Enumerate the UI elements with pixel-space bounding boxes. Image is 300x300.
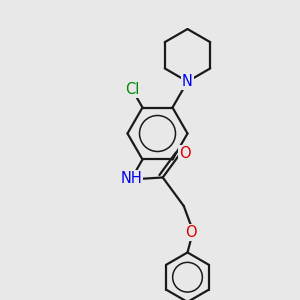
Text: N: N bbox=[182, 74, 193, 89]
Text: NH: NH bbox=[120, 172, 142, 187]
Text: O: O bbox=[185, 225, 197, 240]
Text: O: O bbox=[179, 146, 190, 161]
Text: Cl: Cl bbox=[125, 82, 139, 97]
Text: N: N bbox=[182, 74, 193, 89]
